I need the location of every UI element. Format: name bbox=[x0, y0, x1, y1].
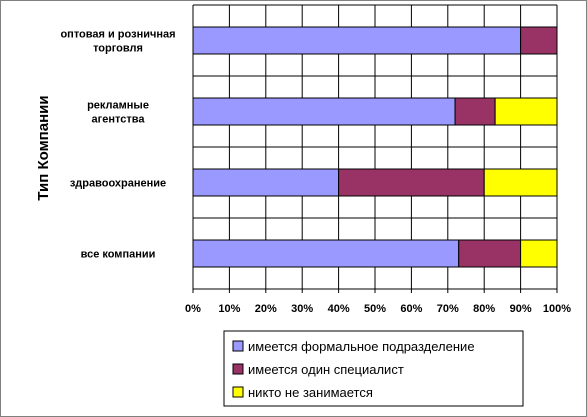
legend-label: никто не занимается bbox=[248, 385, 373, 400]
x-tick-label: 10% bbox=[218, 303, 240, 315]
bars bbox=[192, 26, 558, 268]
category-label: здравоохранение bbox=[70, 178, 166, 190]
legend-swatch bbox=[232, 340, 244, 352]
x-tick-label: 80% bbox=[473, 303, 495, 315]
y-axis-title: Тип Компании bbox=[35, 95, 52, 200]
x-tick-label: 50% bbox=[364, 303, 386, 315]
category-label: рекламные bbox=[87, 100, 149, 112]
x-tick-label: 0% bbox=[185, 303, 201, 315]
legend-swatch bbox=[232, 363, 244, 375]
bar-segment bbox=[458, 239, 522, 268]
bar-segment bbox=[454, 97, 496, 126]
legend-label: имеется один специалист bbox=[248, 362, 404, 377]
x-tick-label: 30% bbox=[291, 303, 313, 315]
bar-segment bbox=[494, 97, 558, 126]
category-label: торговля bbox=[93, 43, 143, 55]
legend: имеется формальное подразделение имеется … bbox=[223, 330, 524, 407]
category-label: агентства bbox=[92, 114, 146, 126]
legend-swatch bbox=[232, 386, 244, 398]
bar-segment bbox=[192, 239, 460, 268]
x-tick-label: 70% bbox=[437, 303, 459, 315]
x-tick-labels: 0% 10% 20% 30% 40% 50% 60% 70% 80% 90% 100% bbox=[185, 303, 571, 315]
category-label: все компании bbox=[81, 249, 156, 261]
legend-box bbox=[223, 330, 524, 407]
x-tick-label: 90% bbox=[510, 303, 532, 315]
bar-segment bbox=[192, 168, 340, 197]
category-labels: оптовая и розничная торговля рекламные аген… bbox=[60, 29, 175, 261]
x-tick-label: 20% bbox=[255, 303, 277, 315]
x-tick-label: 100% bbox=[543, 303, 571, 315]
bar-segment bbox=[520, 26, 558, 55]
bar-segment bbox=[520, 239, 558, 268]
bar-segment bbox=[192, 26, 522, 55]
x-tick-label: 40% bbox=[328, 303, 350, 315]
bar-segment bbox=[338, 168, 485, 197]
bar-segment bbox=[192, 97, 456, 126]
x-tick-label: 60% bbox=[400, 303, 422, 315]
bar-segment bbox=[483, 168, 558, 197]
category-label: оптовая и розничная bbox=[60, 29, 175, 41]
legend-label: имеется формальное подразделение bbox=[248, 339, 475, 354]
